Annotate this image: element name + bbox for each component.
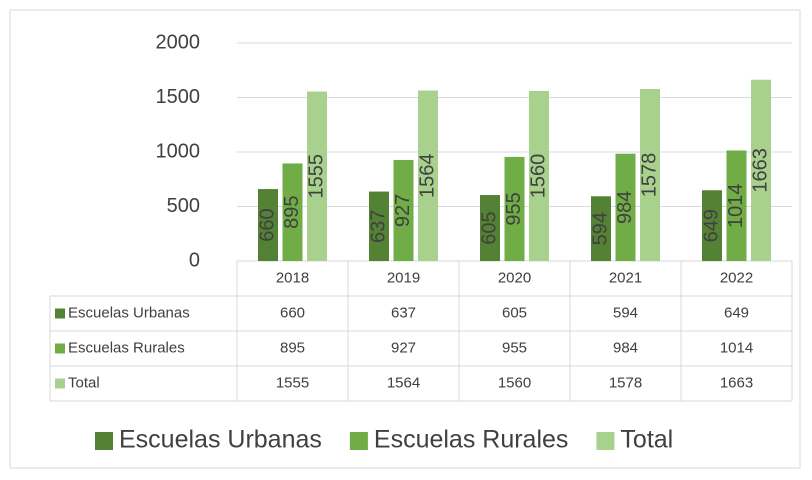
legend-key	[596, 432, 615, 450]
table-cell: 605	[502, 304, 527, 321]
table-cell: 649	[724, 304, 749, 321]
bar	[480, 195, 500, 261]
table-legend-key	[55, 343, 65, 354]
legend-label: Escuelas Rurales	[374, 426, 569, 454]
data-label: 984	[614, 191, 636, 224]
data-label: 649	[700, 209, 722, 242]
data-label: 660	[256, 208, 278, 241]
data-label: 927	[392, 194, 414, 227]
table-row-label: Escuelas Rurales	[68, 339, 185, 356]
bar	[751, 79, 771, 261]
table-cell: 1014	[720, 339, 753, 356]
bar	[726, 150, 747, 261]
bar	[615, 153, 636, 261]
table-row-label: Escuelas Urbanas	[68, 304, 190, 321]
bar	[591, 196, 611, 261]
table-legend-key	[55, 378, 65, 389]
bar	[282, 163, 303, 261]
table-cell: 1564	[387, 374, 420, 391]
table-cell: 594	[613, 304, 638, 321]
table-cell: 984	[613, 339, 638, 356]
data-label: 637	[367, 210, 389, 243]
bar	[504, 156, 525, 261]
bar	[393, 159, 414, 261]
table-row-label: Total	[68, 374, 100, 391]
bar	[529, 90, 549, 262]
table-cell: 637	[391, 304, 416, 321]
legend-label: Total	[620, 426, 673, 454]
data-label: 955	[503, 192, 525, 225]
x-tick-label: 2021	[609, 269, 642, 286]
x-tick-label: 2019	[387, 269, 420, 286]
x-tick-label: 2020	[498, 269, 531, 286]
y-tick-label: 0	[189, 249, 200, 271]
x-tick-label: 2018	[276, 269, 309, 286]
y-tick-label: 2000	[156, 31, 201, 53]
data-label: 594	[589, 212, 611, 245]
data-label: 1663	[749, 148, 771, 193]
legend-label: Escuelas Urbanas	[119, 426, 322, 454]
table-cell: 1555	[276, 374, 309, 391]
bar	[369, 191, 389, 261]
bar	[418, 90, 438, 261]
table-cell: 1663	[720, 374, 753, 391]
data-label: 605	[478, 211, 500, 244]
table-cell: 895	[280, 339, 305, 356]
table-cell: 955	[502, 339, 527, 356]
data-label: 895	[281, 196, 303, 229]
x-tick-label: 2022	[720, 269, 753, 286]
bar	[258, 189, 278, 261]
data-label: 1555	[305, 154, 327, 199]
data-label: 1578	[638, 153, 660, 198]
table-cell: 1578	[609, 374, 642, 391]
legend-key	[349, 432, 368, 450]
bar	[640, 88, 660, 261]
data-label: 1014	[725, 183, 747, 228]
data-label: 1560	[527, 154, 549, 199]
table-legend-key	[55, 308, 65, 319]
y-tick-label: 1500	[156, 86, 201, 108]
table-cell: 660	[280, 304, 305, 321]
bar	[702, 190, 722, 261]
data-label: 1564	[416, 154, 438, 199]
bar	[307, 91, 327, 261]
legend-key	[95, 432, 113, 450]
y-tick-label: 1000	[156, 140, 201, 162]
y-tick-label: 500	[167, 195, 200, 217]
table-cell: 1560	[498, 374, 531, 391]
table-cell: 927	[391, 339, 416, 356]
